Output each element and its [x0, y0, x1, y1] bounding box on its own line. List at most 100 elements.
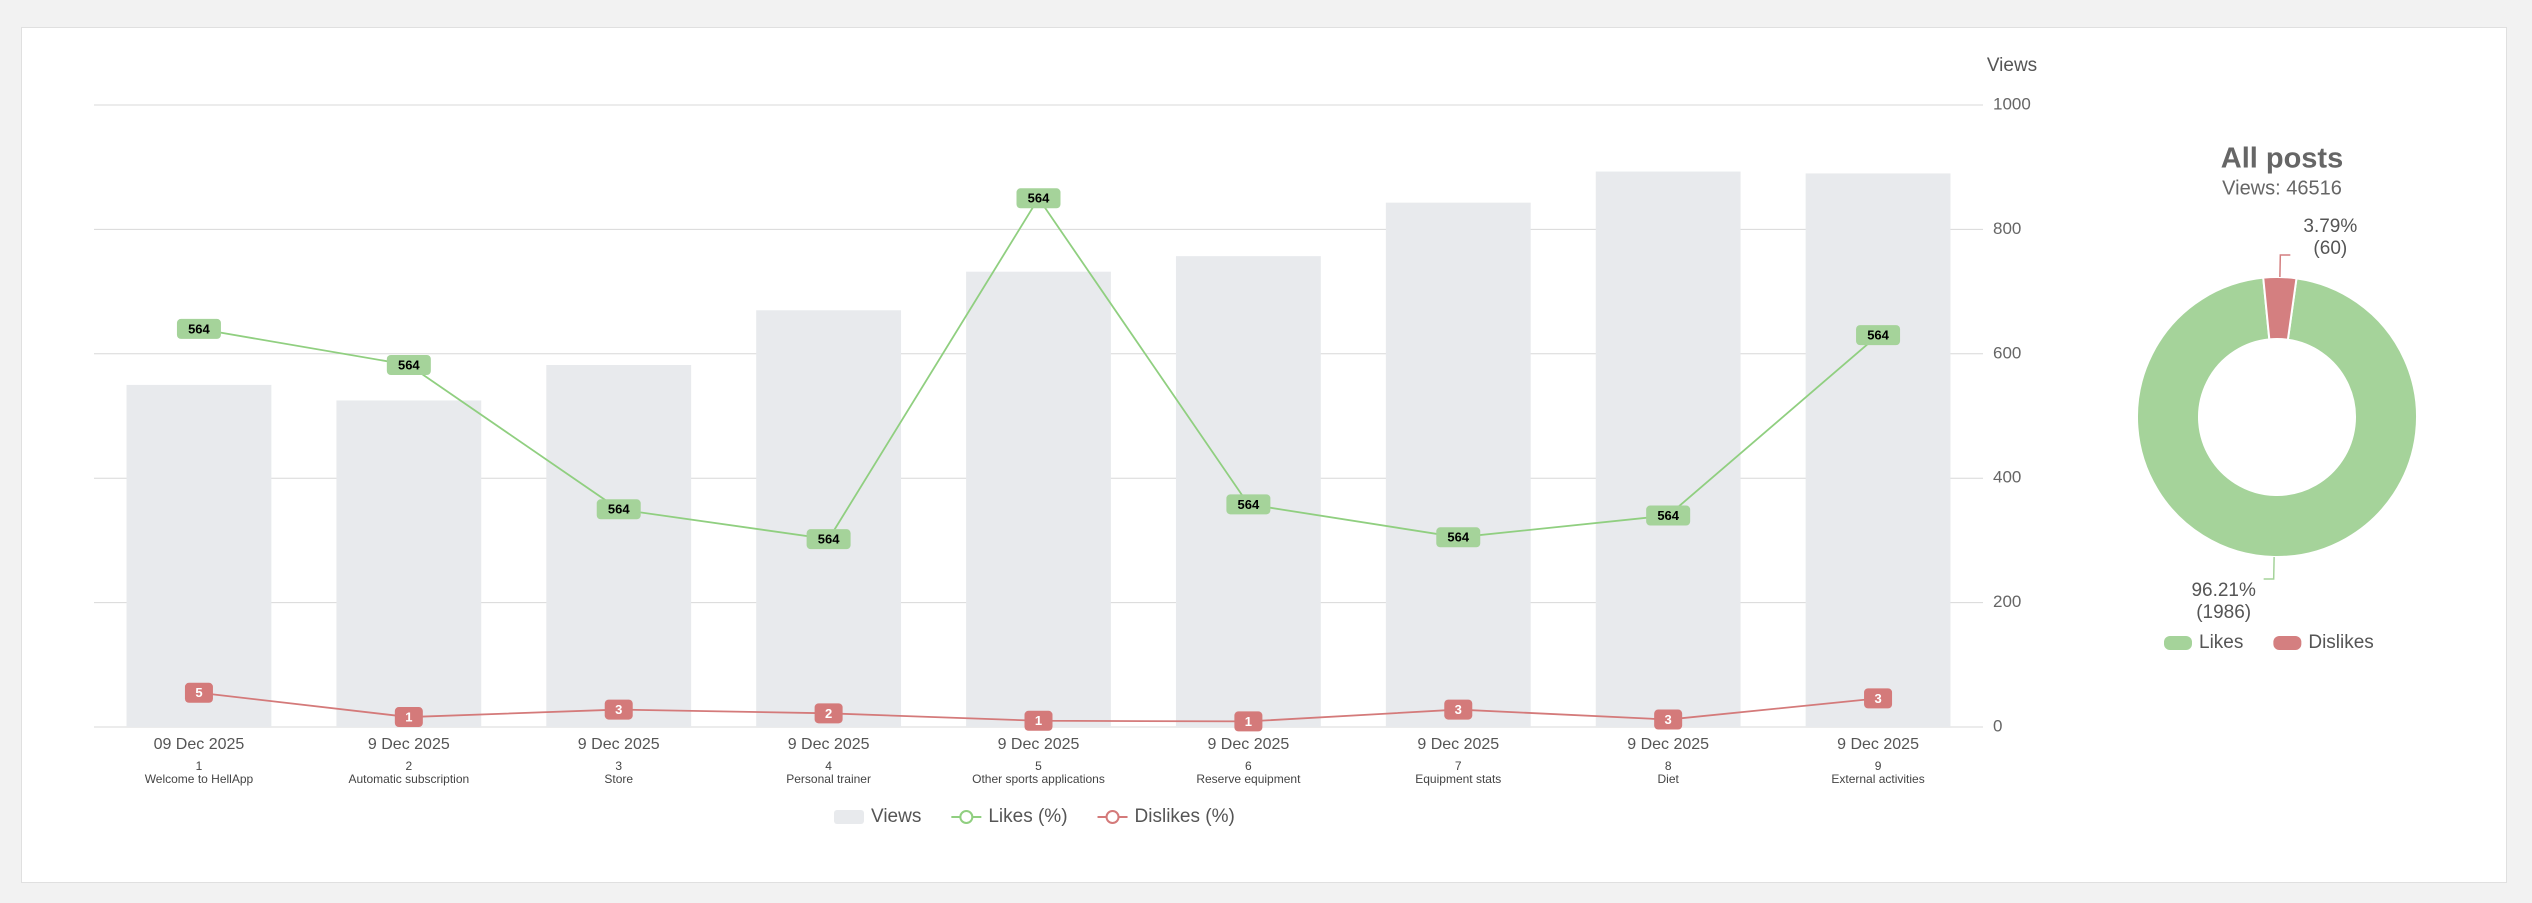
x-tick-name: Automatic subscription	[348, 772, 469, 786]
point-label: 1	[1245, 714, 1252, 729]
point-label-box	[806, 529, 851, 550]
x-tick-label: 9 Dec 2025	[1207, 736, 1289, 753]
x-tick-number: 1	[196, 759, 203, 773]
pie-subtitle: Views: 46516	[2222, 177, 2342, 199]
point-label-box	[1226, 494, 1271, 515]
x-tick-number: 6	[1245, 759, 1252, 773]
point-label-box	[1234, 711, 1263, 732]
point-label: 1	[405, 709, 412, 724]
slice-count: (1986)	[2196, 602, 2251, 623]
x-tick-label: 9 Dec 2025	[998, 736, 1080, 753]
x-tick-name: Other sports applications	[972, 772, 1105, 786]
y-tick-label: 0	[1993, 716, 2002, 735]
bar	[1175, 256, 1321, 727]
pie-title: All posts	[2221, 143, 2343, 175]
slice-count: (60)	[2313, 238, 2347, 259]
point-label-box	[596, 499, 641, 520]
bar	[966, 271, 1111, 727]
point-label: 564	[1867, 328, 1889, 343]
y-tick-label: 600	[1993, 343, 2021, 362]
point-label: 564	[1238, 497, 1260, 512]
slice-label: 3.79%	[2303, 216, 2357, 237]
point-label: 564	[608, 502, 630, 517]
point-label: 564	[1028, 191, 1050, 206]
legend-label: Likes	[2199, 632, 2243, 653]
y-tick-label: 1000	[1993, 94, 2031, 113]
x-tick-name: Diet	[1657, 772, 1679, 786]
x-tick-label: 9 Dec 2025	[368, 736, 450, 753]
legend-label: Likes (%)	[988, 806, 1067, 827]
point-label-box	[814, 703, 843, 724]
x-tick-number: 5	[1035, 759, 1042, 773]
x-tick-number: 9	[1875, 759, 1882, 773]
point-label: 564	[398, 357, 420, 372]
x-tick-number: 7	[1455, 759, 1462, 773]
x-tick-number: 8	[1665, 759, 1672, 773]
leader-line	[2279, 254, 2291, 278]
point-label: 564	[1657, 508, 1679, 523]
legend-label: Dislikes	[2308, 632, 2373, 653]
point-label-box	[1436, 527, 1481, 548]
y-tick-label: 400	[1993, 468, 2021, 487]
x-tick-name: Reserve equipment	[1196, 772, 1301, 786]
y-tick-label: 200	[1993, 592, 2021, 611]
bar	[756, 310, 902, 727]
point-label-box	[1024, 710, 1053, 731]
point-label: 1	[1035, 713, 1042, 728]
x-tick-label: 9 Dec 2025	[1417, 736, 1499, 753]
point-label: 3	[1665, 712, 1672, 727]
point-label: 3	[1455, 702, 1462, 717]
donut-slice	[2136, 276, 2418, 558]
point-label-box	[1856, 325, 1901, 346]
point-label-box	[1444, 699, 1473, 720]
point-label: 5	[195, 685, 202, 700]
donut-slice	[2262, 276, 2298, 341]
point-label-box	[1654, 709, 1683, 730]
point-label: 3	[615, 702, 622, 717]
bar	[546, 364, 692, 727]
y-axis-title: Views	[1987, 55, 2037, 76]
y-tick-label: 800	[1993, 219, 2021, 238]
legend-label: Dislikes (%)	[1135, 806, 1235, 827]
point-label-box	[1646, 505, 1691, 526]
x-tick-label: 09 Dec 2025	[154, 736, 245, 753]
x-tick-number: 2	[405, 759, 412, 773]
x-tick-label: 9 Dec 2025	[1837, 736, 1919, 753]
point-label: 3	[1874, 691, 1881, 706]
bar	[336, 400, 482, 727]
x-tick-name: Equipment stats	[1415, 772, 1501, 786]
bar	[1595, 171, 1741, 727]
point-label-box	[394, 707, 423, 728]
x-tick-number: 3	[615, 759, 622, 773]
legend-swatch	[834, 810, 864, 824]
legend-label: Views	[871, 806, 921, 827]
point-label-box	[176, 318, 221, 339]
point-label-box	[184, 682, 213, 703]
legend-swatch	[2164, 636, 2192, 650]
legend-swatch	[1105, 810, 1120, 824]
x-tick-name: Personal trainer	[786, 772, 871, 786]
bar	[1385, 202, 1531, 728]
point-label-box	[386, 354, 431, 375]
slice-label: 96.21%	[2191, 580, 2256, 601]
point-label: 564	[188, 321, 210, 336]
x-tick-name: External activities	[1831, 772, 1924, 786]
legend-swatch	[2273, 636, 2302, 650]
bar	[1805, 173, 1951, 728]
point-label-box	[1016, 188, 1061, 209]
x-tick-number: 4	[825, 759, 832, 773]
x-tick-label: 9 Dec 2025	[1627, 736, 1709, 753]
legend-swatch	[959, 810, 974, 824]
point-label-box	[1864, 688, 1893, 709]
x-tick-label: 9 Dec 2025	[788, 736, 870, 753]
x-tick-name: Welcome to HellApp	[145, 772, 254, 786]
point-label: 564	[1447, 530, 1469, 545]
point-label: 2	[825, 706, 832, 721]
point-label-box	[604, 699, 633, 720]
point-label: 564	[818, 532, 840, 547]
x-tick-name: Store	[604, 772, 633, 786]
leader-line	[2263, 556, 2275, 580]
x-tick-label: 9 Dec 2025	[578, 736, 660, 753]
